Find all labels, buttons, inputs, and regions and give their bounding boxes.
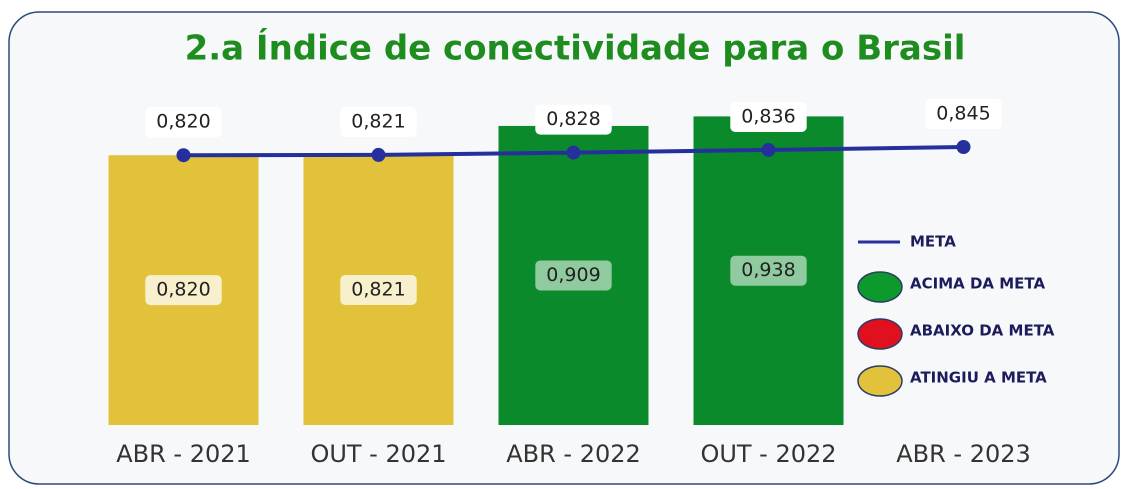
meta-point <box>566 145 581 160</box>
bar-value-label: 0,938 <box>741 259 795 281</box>
legend-label: META <box>910 233 956 251</box>
x-tick-label: ABR - 2023 <box>896 440 1031 468</box>
x-tick-label: OUT - 2022 <box>700 440 836 468</box>
meta-value-label-box <box>535 104 612 135</box>
meta-value-label-box <box>340 106 417 137</box>
bar-value-label: 0,909 <box>546 264 600 286</box>
meta-point <box>371 147 386 162</box>
meta-value-label: 0,845 <box>936 102 990 124</box>
x-tick-label: ABR - 2022 <box>506 440 641 468</box>
meta-value-label-box <box>730 101 807 132</box>
bar-value-label: 0,820 <box>156 279 210 301</box>
meta-value-label: 0,836 <box>741 105 795 127</box>
meta-value-label: 0,828 <box>546 108 600 130</box>
legend-label: ABAIXO DA META <box>910 322 1055 340</box>
meta-value-label: 0,821 <box>351 110 405 132</box>
x-tick-label: OUT - 2021 <box>310 440 446 468</box>
meta-value-label: 0,820 <box>156 111 210 133</box>
meta-point <box>176 148 191 163</box>
bar-value-label: 0,821 <box>351 278 405 300</box>
bar-value-label-box <box>145 275 222 306</box>
legend-label: ACIMA DA META <box>910 275 1045 293</box>
bar-value-label-box <box>340 274 417 305</box>
meta-point <box>761 142 776 157</box>
meta-value-label-box <box>145 107 222 138</box>
meta-value-label-box <box>925 98 1002 129</box>
x-tick-label: ABR - 2021 <box>116 440 251 468</box>
legend-swatch <box>857 271 903 303</box>
chart-title: 2.a Índice de conectividade para o Brasi… <box>185 28 966 69</box>
bar-value-label-box <box>730 255 807 286</box>
meta-point <box>956 139 971 154</box>
legend-swatch <box>857 365 903 397</box>
legend-swatch <box>857 318 903 350</box>
bar-value-label-box <box>535 260 612 291</box>
legend-label: ATINGIU A META <box>910 369 1047 387</box>
